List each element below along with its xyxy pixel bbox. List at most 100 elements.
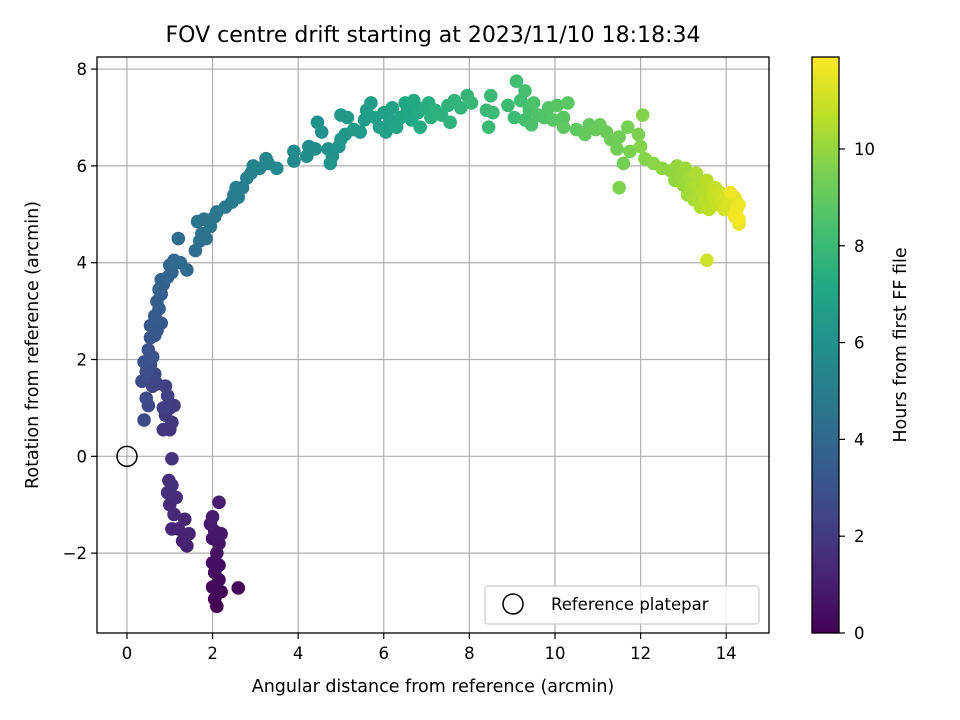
data-point (633, 139, 648, 154)
data-point (171, 231, 186, 246)
y-tick-label: 2 (77, 351, 88, 370)
data-point (413, 120, 427, 134)
y-tick-label: 0 (77, 447, 88, 466)
data-point (723, 185, 738, 200)
x-tick-label: 10 (544, 644, 565, 663)
data-point (287, 144, 301, 159)
data-point (443, 115, 457, 130)
ticks-layer: 0 2 4 6 8 10 12 14 −2 0 2 4 6 8 (63, 60, 737, 663)
data-point (182, 526, 196, 541)
y-tick-label: −2 (63, 544, 87, 563)
data-point (550, 98, 564, 113)
y-tick-label: 8 (77, 60, 88, 79)
data-point (212, 495, 226, 510)
colorbar-tick-label: 8 (854, 237, 865, 256)
data-point (501, 98, 515, 113)
data-point (526, 96, 541, 110)
data-point (481, 120, 496, 134)
data-point (229, 180, 243, 195)
colorbar-tick-label: 4 (854, 430, 865, 449)
data-point (310, 115, 325, 130)
data-point (578, 127, 592, 142)
data-point (156, 401, 171, 415)
colorbar-fill (812, 57, 839, 633)
data-point (454, 101, 468, 115)
data-point (483, 88, 498, 103)
data-point (180, 263, 194, 277)
data-point (689, 166, 704, 180)
data-point (406, 93, 421, 108)
data-point (167, 398, 181, 413)
x-tick-label: 2 (207, 644, 218, 663)
data-point (631, 127, 646, 142)
data-point (635, 108, 650, 122)
y-axis-label: Rotation from reference (arcmin) (23, 201, 43, 489)
data-point (700, 253, 714, 268)
colorbar: 0 2 4 6 8 10 Hours from first FF file (811, 56, 911, 643)
data-point (464, 96, 479, 110)
data-point (308, 142, 323, 156)
data-point (205, 510, 220, 524)
colorbar-ticks: 0 2 4 6 8 10 (839, 140, 875, 643)
colorbar-tick-label: 10 (854, 140, 875, 159)
y-tick-label: 6 (77, 157, 88, 176)
data-point (269, 161, 284, 176)
x-tick-label: 0 (122, 644, 133, 663)
legend-label: Reference platepar (551, 595, 709, 614)
data-point (486, 105, 500, 120)
data-point (612, 130, 626, 144)
data-point (162, 473, 176, 488)
legend-box (484, 585, 760, 625)
legend-marker-icon (502, 593, 524, 615)
data-point (556, 110, 571, 125)
data-point (610, 142, 624, 156)
data-point (620, 120, 635, 134)
chart-title: FOV centre drift starting at 2023/11/10 … (166, 23, 701, 48)
data-point (139, 391, 154, 406)
data-point (165, 522, 179, 536)
data-point (509, 74, 524, 89)
data-point (623, 144, 637, 159)
colorbar-tick-label: 2 (854, 527, 865, 546)
data-point (165, 451, 179, 466)
x-tick-label: 8 (464, 644, 475, 663)
data-point (524, 117, 539, 132)
colorbar-tick-label: 0 (854, 624, 865, 643)
colorbar-tick-label: 6 (854, 334, 865, 353)
data-point (137, 413, 151, 427)
data-point (379, 125, 393, 139)
data-point (518, 84, 532, 98)
x-tick-label: 6 (379, 644, 390, 663)
reference-platepar-marker (116, 445, 138, 468)
data-point (385, 101, 400, 115)
data-point (556, 120, 571, 134)
x-tick-label: 4 (293, 644, 304, 663)
data-point (353, 125, 368, 139)
y-tick-label: 4 (77, 254, 88, 273)
x-tick-label: 14 (716, 644, 737, 663)
data-point (612, 180, 626, 195)
data-point (323, 156, 338, 171)
data-point (287, 154, 301, 168)
data-point (231, 581, 246, 595)
grid-layer (97, 57, 769, 633)
data-point (177, 512, 192, 527)
colorbar-label: Hours from first FF file (891, 247, 911, 442)
data-point (507, 110, 522, 125)
data-point (561, 96, 575, 110)
data-point (259, 151, 273, 166)
data-point (364, 96, 378, 110)
legend: Reference platepar (484, 585, 760, 625)
data-point (340, 110, 355, 125)
data-point (732, 212, 746, 226)
x-axis-label: Angular distance from reference (arcmin) (252, 677, 615, 697)
data-point (214, 526, 228, 541)
data-point (141, 343, 156, 357)
points-layer (116, 74, 746, 614)
colorbar-frame (811, 56, 840, 634)
data-point (616, 156, 631, 171)
data-point (546, 113, 560, 127)
plot-frame (96, 56, 770, 634)
x-tick-label: 12 (630, 644, 651, 663)
